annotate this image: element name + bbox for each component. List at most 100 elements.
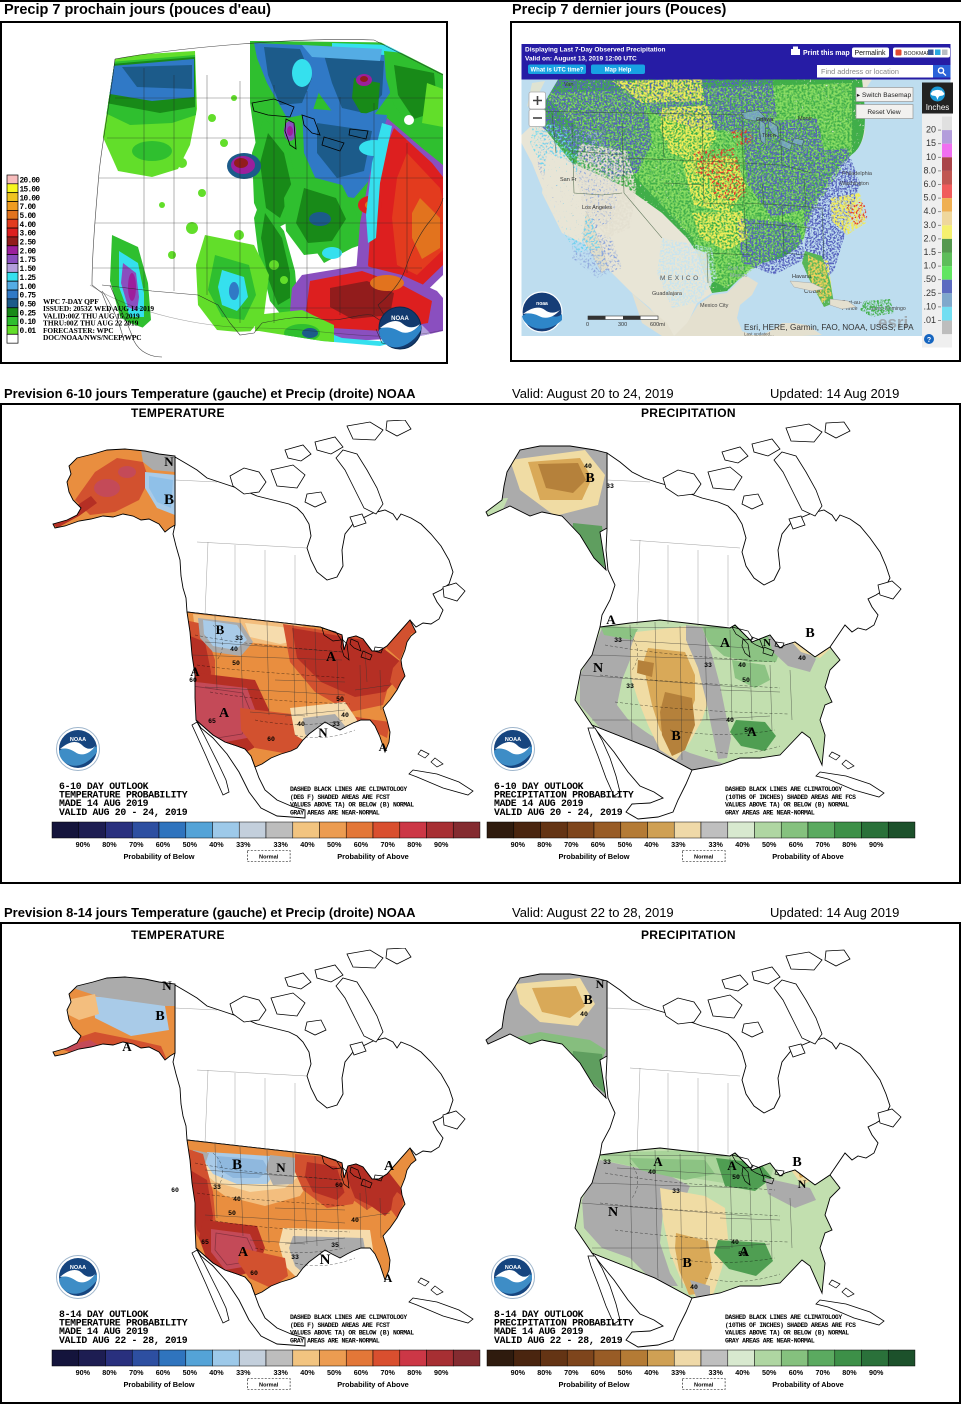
svg-text:8-14 DAY OUTLOOK: 8-14 DAY OUTLOOK bbox=[59, 1309, 149, 1320]
svg-text:90%: 90% bbox=[76, 840, 91, 849]
svg-text:90%: 90% bbox=[511, 840, 526, 849]
svg-text:N: N bbox=[608, 1205, 618, 1220]
svg-text:2.0: 2.0 bbox=[923, 233, 936, 243]
svg-text:33%: 33% bbox=[236, 1368, 251, 1377]
svg-text:Displaying Last 7-Day Observed: Displaying Last 7-Day Observed Precipita… bbox=[525, 46, 666, 53]
svg-text:300: 300 bbox=[618, 322, 627, 328]
svg-text:0.75: 0.75 bbox=[20, 292, 37, 300]
svg-text:33: 33 bbox=[603, 1159, 611, 1166]
svg-text:FORECASTER: WPC: FORECASTER: WPC bbox=[43, 325, 113, 334]
svg-text:50: 50 bbox=[228, 1210, 236, 1217]
svg-text:50%: 50% bbox=[762, 1368, 777, 1377]
svg-text:80%: 80% bbox=[537, 1368, 552, 1377]
svg-text:2.50: 2.50 bbox=[20, 239, 37, 247]
svg-text:80%: 80% bbox=[407, 840, 422, 849]
svg-text:33%: 33% bbox=[671, 840, 686, 849]
svg-text:NOAA: NOAA bbox=[505, 1265, 521, 1271]
svg-text:70%: 70% bbox=[816, 840, 831, 849]
svg-text:40%: 40% bbox=[644, 1368, 659, 1377]
svg-text:8.0: 8.0 bbox=[923, 165, 936, 175]
svg-text:80%: 80% bbox=[537, 840, 552, 849]
svg-text:65: 65 bbox=[201, 1239, 209, 1246]
svg-text:CUBA: CUBA bbox=[804, 289, 821, 295]
svg-text:MADE 14 AUG 2019: MADE 14 AUG 2019 bbox=[59, 798, 149, 809]
svg-text:Normal: Normal bbox=[694, 1383, 714, 1389]
svg-text:1.75: 1.75 bbox=[20, 257, 37, 265]
svg-text:20: 20 bbox=[926, 124, 936, 134]
svg-text:Valid on: August 13, 2019 12:0: Valid on: August 13, 2019 12:00 UTC bbox=[525, 55, 637, 62]
svg-text:VALID AUG 20 - 24, 2019: VALID AUG 20 - 24, 2019 bbox=[59, 807, 188, 818]
svg-text:N: N bbox=[162, 978, 172, 993]
svg-text:33: 33 bbox=[291, 1254, 299, 1261]
svg-text:90%: 90% bbox=[869, 1368, 884, 1377]
svg-text:VALID AUG 22 - 28, 2019: VALID AUG 22 - 28, 2019 bbox=[59, 1335, 188, 1346]
svg-text:50%: 50% bbox=[183, 1368, 198, 1377]
svg-text:2.00: 2.00 bbox=[20, 248, 37, 256]
svg-text:Mexico City: Mexico City bbox=[700, 303, 729, 309]
svg-text:80%: 80% bbox=[842, 1368, 857, 1377]
svg-text:Prince: Prince bbox=[842, 306, 858, 312]
svg-text:90%: 90% bbox=[434, 1368, 449, 1377]
svg-text:B: B bbox=[583, 993, 592, 1008]
svg-text:A: A bbox=[379, 740, 388, 754]
svg-text:0.25: 0.25 bbox=[20, 310, 37, 318]
svg-text:Havana: Havana bbox=[792, 274, 812, 280]
svg-text:40%: 40% bbox=[300, 1368, 315, 1377]
svg-text:60%: 60% bbox=[354, 1368, 369, 1377]
svg-text:50%: 50% bbox=[618, 1368, 633, 1377]
svg-text:90%: 90% bbox=[76, 1368, 91, 1377]
svg-text:60%: 60% bbox=[591, 1368, 606, 1377]
svg-text:50%: 50% bbox=[762, 840, 777, 849]
svg-text:A: A bbox=[747, 724, 757, 739]
svg-text:3.00: 3.00 bbox=[20, 230, 37, 238]
svg-text:50: 50 bbox=[232, 660, 240, 667]
svg-text:TEMPERATURE PROBABILITY: TEMPERATURE PROBABILITY bbox=[59, 1318, 188, 1329]
svg-text:Ottawa: Ottawa bbox=[756, 117, 774, 123]
svg-text:Last updated...: Last updated... bbox=[744, 331, 774, 336]
svg-text:600mi: 600mi bbox=[650, 322, 665, 328]
svg-text:Esri, HERE, Garmin, FAO, NOAA,: Esri, HERE, Garmin, FAO, NOAA, USGS, EPA bbox=[744, 323, 914, 332]
svg-text:5.0: 5.0 bbox=[923, 192, 936, 202]
svg-text:DASHED BLACK LINES ARE CLIMATO: DASHED BLACK LINES ARE CLIMATOLOGY bbox=[290, 1314, 407, 1321]
svg-text:MADE 14 AUG 2019: MADE 14 AUG 2019 bbox=[494, 1326, 584, 1337]
svg-text:Van: Van bbox=[564, 82, 573, 88]
svg-text:5.00: 5.00 bbox=[20, 213, 37, 221]
svg-text:Washington: Washington bbox=[840, 181, 869, 187]
svg-text:7.00: 7.00 bbox=[20, 204, 37, 212]
svg-text:B: B bbox=[155, 1009, 164, 1024]
svg-text:N: N bbox=[593, 661, 603, 676]
svg-text:40: 40 bbox=[648, 1169, 656, 1176]
svg-text:50: 50 bbox=[738, 1251, 746, 1258]
svg-text:NOAA: NOAA bbox=[70, 1265, 86, 1271]
svg-text:(DEG F) SHADED AREAS ARE FCST: (DEG F) SHADED AREAS ARE FCST bbox=[290, 794, 390, 801]
svg-text:Probability of Above: Probability of Above bbox=[772, 852, 844, 861]
svg-text:70%: 70% bbox=[564, 1368, 579, 1377]
svg-text:1.0: 1.0 bbox=[923, 260, 936, 270]
svg-text:B: B bbox=[232, 1157, 242, 1173]
svg-text:DOC/NOAA/NWS/NCEP/WPC: DOC/NOAA/NWS/NCEP/WPC bbox=[43, 333, 142, 342]
svg-text:Port-au-: Port-au- bbox=[842, 300, 862, 306]
svg-text:San Fr: San Fr bbox=[560, 177, 577, 183]
svg-text:0: 0 bbox=[586, 322, 589, 328]
svg-text:DASHED BLACK LINES ARE CLIMATO: DASHED BLACK LINES ARE CLIMATOLOGY bbox=[290, 786, 407, 793]
svg-text:(DEG F) SHADED AREAS ARE FCST: (DEG F) SHADED AREAS ARE FCST bbox=[290, 1322, 390, 1329]
svg-text:65: 65 bbox=[208, 718, 216, 725]
svg-text:VALUES ABOVE TA) OR BELOW (B): VALUES ABOVE TA) OR BELOW (B) NORMAL bbox=[290, 1330, 414, 1337]
svg-text:60: 60 bbox=[267, 736, 275, 743]
svg-text:90%: 90% bbox=[511, 1368, 526, 1377]
svg-text:1.00: 1.00 bbox=[20, 283, 37, 291]
svg-text:1.50: 1.50 bbox=[20, 266, 37, 274]
svg-text:60%: 60% bbox=[789, 1368, 804, 1377]
svg-text:Permalink: Permalink bbox=[854, 50, 886, 57]
svg-text:(10THS OF INCHES) SHADED AREAS: (10THS OF INCHES) SHADED AREAS ARE FCS bbox=[725, 1322, 856, 1329]
svg-text:50: 50 bbox=[742, 677, 750, 684]
svg-text:MADE 14 AUG 2019: MADE 14 AUG 2019 bbox=[494, 798, 584, 809]
svg-text:50%: 50% bbox=[183, 840, 198, 849]
svg-text:N: N bbox=[318, 725, 328, 740]
svg-text:70%: 70% bbox=[381, 840, 396, 849]
svg-text:A: A bbox=[384, 1159, 395, 1174]
svg-text:4.00: 4.00 bbox=[20, 221, 37, 229]
svg-text:NOAA: NOAA bbox=[932, 90, 943, 94]
svg-text:A: A bbox=[326, 650, 337, 665]
svg-text:NOAA: NOAA bbox=[505, 737, 521, 743]
